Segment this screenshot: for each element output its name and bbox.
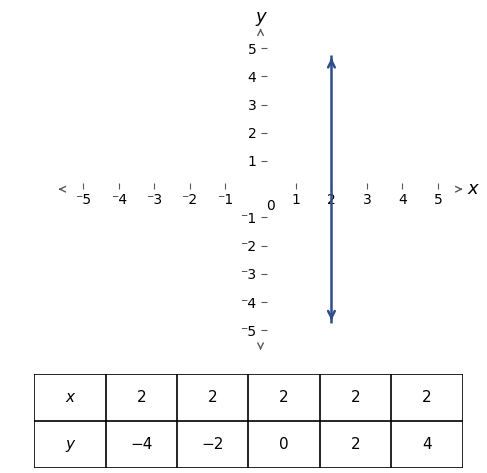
- Text: y: y: [255, 8, 266, 26]
- Text: 2: 2: [351, 390, 360, 405]
- Text: y: y: [65, 437, 75, 452]
- Text: −2: −2: [202, 437, 224, 452]
- Text: 2: 2: [136, 390, 146, 405]
- Text: 2: 2: [351, 437, 360, 452]
- Text: 4: 4: [422, 437, 432, 452]
- Text: 0: 0: [279, 437, 289, 452]
- Text: x: x: [65, 390, 75, 405]
- Text: −4: −4: [130, 437, 152, 452]
- Text: x: x: [468, 180, 479, 198]
- Text: 2: 2: [422, 390, 432, 405]
- Text: 2: 2: [208, 390, 218, 405]
- Text: 0: 0: [266, 199, 275, 213]
- Text: 2: 2: [279, 390, 289, 405]
